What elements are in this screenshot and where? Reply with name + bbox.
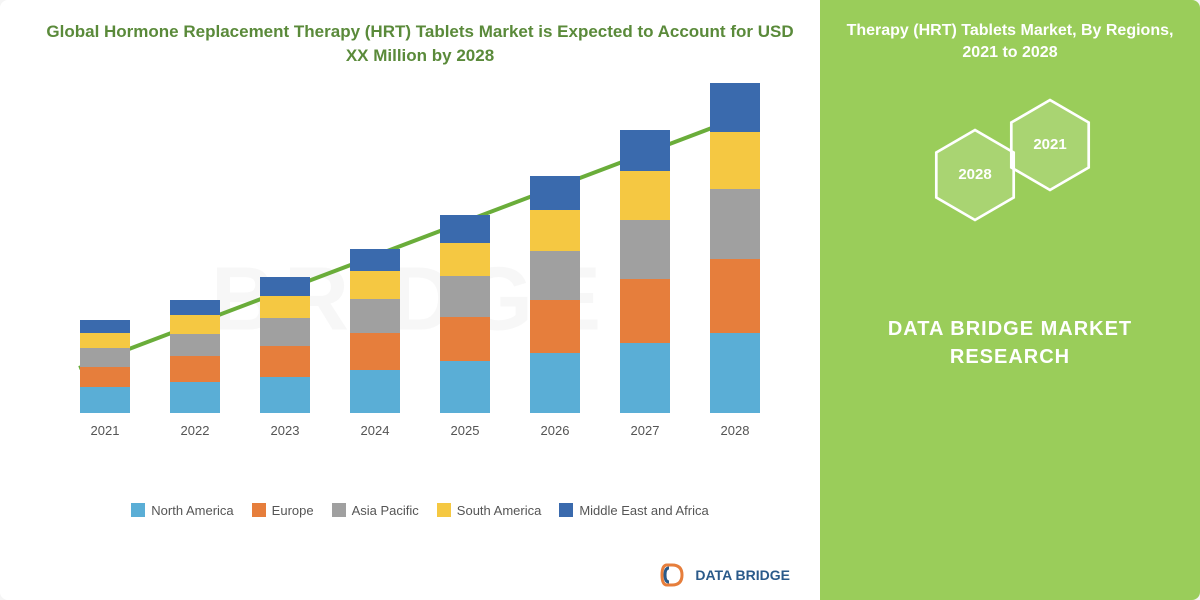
bar-segment [170, 300, 220, 315]
legend-swatch [131, 503, 145, 517]
bar-segment [80, 387, 130, 413]
legend-label: Middle East and Africa [579, 503, 708, 518]
bar-segment [710, 189, 760, 259]
hexagon-label-2028: 2028 [958, 166, 991, 183]
bar-stack [620, 130, 670, 413]
bar-segment [530, 210, 580, 251]
chart-area: 2021 2022 2023 2024 2025 2026 2027 2028 [40, 88, 800, 488]
bar-segment [440, 215, 490, 243]
legend-swatch [332, 503, 346, 517]
bar-segment [620, 130, 670, 171]
bars-container: 2021 2022 2023 2024 2025 2026 2027 2028 [40, 88, 800, 438]
chart-panel: Global Hormone Replacement Therapy (HRT)… [0, 0, 820, 600]
bar-segment [350, 249, 400, 272]
bar-segment [710, 259, 760, 333]
bar-segment [620, 343, 670, 413]
bar-group: 2023 [240, 277, 330, 437]
bar-segment [80, 320, 130, 332]
bar-segment [80, 348, 130, 366]
main-container: Global Hormone Replacement Therapy (HRT)… [0, 0, 1200, 600]
bar-segment [530, 251, 580, 300]
bar-segment [170, 356, 220, 382]
bar-segment [710, 83, 760, 132]
bar-category-label: 2027 [631, 423, 660, 438]
legend-item: Europe [252, 503, 314, 518]
bar-stack [260, 277, 310, 412]
bar-stack [80, 320, 130, 412]
legend-label: North America [151, 503, 233, 518]
bar-category-label: 2021 [91, 423, 120, 438]
legend-item: South America [437, 503, 542, 518]
bar-segment [170, 382, 220, 413]
right-panel: Therapy (HRT) Tablets Market, By Regions… [820, 0, 1200, 600]
bar-segment [260, 296, 310, 319]
bar-stack [440, 215, 490, 413]
chart-title: Global Hormone Replacement Therapy (HRT)… [40, 20, 800, 68]
bar-segment [530, 176, 580, 210]
brand-line-1: DATA BRIDGE MARKET [888, 315, 1132, 343]
legend-label: South America [457, 503, 542, 518]
bar-segment [260, 318, 310, 346]
bar-segment [80, 333, 130, 348]
bar-group: 2027 [600, 130, 690, 438]
bar-segment [710, 333, 760, 413]
bar-stack [170, 300, 220, 413]
bar-segment [440, 317, 490, 361]
bar-segment [260, 277, 310, 295]
bar-group: 2028 [690, 83, 780, 438]
bar-segment [440, 243, 490, 277]
brand-text: DATA BRIDGE MARKET RESEARCH [888, 315, 1132, 371]
bar-segment [80, 367, 130, 387]
brand-line-2: RESEARCH [888, 343, 1132, 371]
footer-logo: DATA BRIDGE [657, 560, 790, 590]
bar-segment [620, 220, 670, 279]
bar-segment [170, 315, 220, 333]
bar-segment [170, 334, 220, 357]
bar-segment [440, 361, 490, 412]
legend-item: Middle East and Africa [559, 503, 708, 518]
hexagon-label-2021: 2021 [1033, 136, 1066, 153]
bar-group: 2026 [510, 176, 600, 438]
bar-segment [710, 132, 760, 189]
bar-category-label: 2028 [721, 423, 750, 438]
bar-category-label: 2023 [271, 423, 300, 438]
bar-segment [350, 299, 400, 333]
bar-stack [710, 83, 760, 413]
bar-segment [530, 300, 580, 353]
legend-swatch [437, 503, 451, 517]
legend-label: Asia Pacific [352, 503, 419, 518]
footer-logo-text: DATA BRIDGE [695, 567, 790, 583]
bar-segment [620, 279, 670, 343]
footer-logo-icon [657, 560, 687, 590]
right-panel-title: Therapy (HRT) Tablets Market, By Regions… [840, 20, 1180, 65]
hexagon-2021: 2021 [1005, 95, 1095, 195]
bar-segment [620, 171, 670, 220]
bar-category-label: 2022 [181, 423, 210, 438]
legend-item: North America [131, 503, 233, 518]
hexagon-group: 2028 2021 [910, 95, 1110, 275]
bar-group: 2021 [60, 320, 150, 437]
bar-segment [350, 333, 400, 370]
bar-stack [530, 176, 580, 413]
bar-segment [530, 353, 580, 412]
legend-swatch [252, 503, 266, 517]
bar-group: 2022 [150, 300, 240, 438]
legend-item: Asia Pacific [332, 503, 419, 518]
bar-category-label: 2026 [541, 423, 570, 438]
bar-segment [440, 276, 490, 317]
legend-swatch [559, 503, 573, 517]
bar-segment [260, 346, 310, 377]
legend-label: Europe [272, 503, 314, 518]
bar-group: 2024 [330, 249, 420, 438]
bar-group: 2025 [420, 215, 510, 438]
bar-segment [260, 377, 310, 413]
bar-stack [350, 249, 400, 413]
bar-category-label: 2025 [451, 423, 480, 438]
chart-legend: North America Europe Asia Pacific South Ame… [40, 503, 800, 518]
bar-segment [350, 271, 400, 299]
bar-segment [350, 370, 400, 413]
bar-category-label: 2024 [361, 423, 390, 438]
